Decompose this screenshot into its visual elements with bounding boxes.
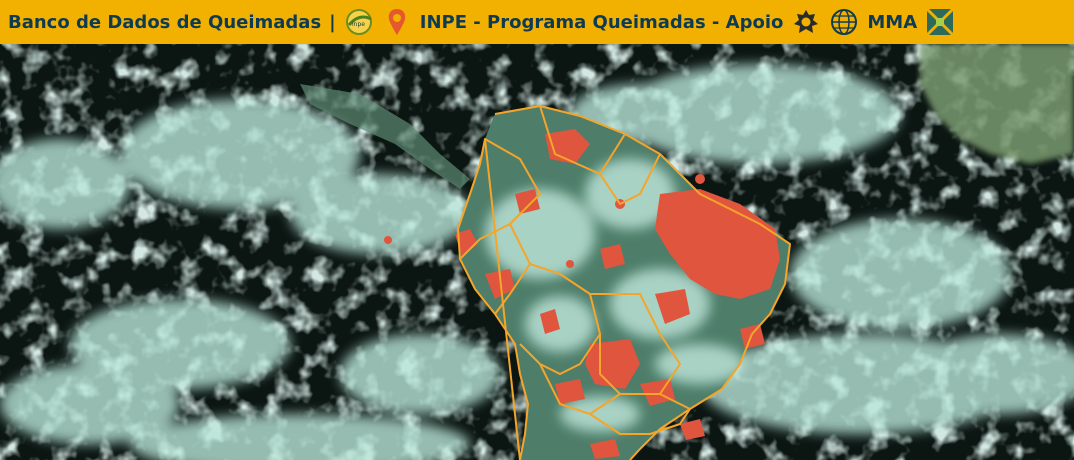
svg-text:inpe: inpe	[352, 21, 365, 28]
fire-hotspot	[655, 289, 690, 324]
gef-logo-icon[interactable]	[925, 7, 955, 37]
royal-crest-icon[interactable]	[791, 7, 821, 37]
fire-hotspot	[695, 174, 705, 184]
fire-hotspot	[455, 229, 478, 256]
program-title[interactable]: INPE - Programa Queimadas - Apoio	[419, 11, 784, 33]
land-clouds	[485, 159, 745, 432]
country-border	[494, 263, 531, 315]
title-separator: |	[329, 11, 336, 33]
fire-hotspot	[600, 244, 625, 269]
fire-hotspot	[590, 439, 620, 459]
africa-landmass	[920, 44, 1074, 164]
fire-hotspot	[566, 260, 574, 268]
country-border	[589, 393, 691, 435]
country-border	[590, 293, 681, 395]
fire-hotspot	[515, 189, 540, 214]
country-border	[459, 138, 541, 260]
central-america	[300, 84, 470, 189]
fire-hotspot	[680, 419, 705, 440]
fire-hotspot	[585, 339, 640, 389]
location-pin-icon[interactable]	[382, 7, 412, 37]
header-bar: Banco de Dados de Queimadas | inpe INPE …	[0, 0, 1074, 44]
satellite-map[interactable]	[0, 44, 1074, 460]
fire-hotspot	[740, 324, 765, 349]
country-border	[599, 153, 661, 205]
fire-hotspot	[384, 236, 392, 244]
cloud-masses	[0, 64, 1074, 460]
country-border	[457, 105, 791, 460]
mma-label[interactable]: MMA	[867, 11, 918, 33]
country-borders	[457, 105, 791, 460]
country-border	[539, 105, 626, 175]
inpe-logo-icon[interactable]: inpe	[344, 7, 374, 37]
fire-hotspot	[540, 309, 560, 334]
fire-hotspot	[555, 379, 585, 404]
globe-icon[interactable]	[829, 7, 859, 37]
site-title[interactable]: Banco de Dados de Queimadas	[8, 11, 322, 33]
fire-hotspot	[655, 189, 780, 299]
country-border	[539, 363, 621, 415]
